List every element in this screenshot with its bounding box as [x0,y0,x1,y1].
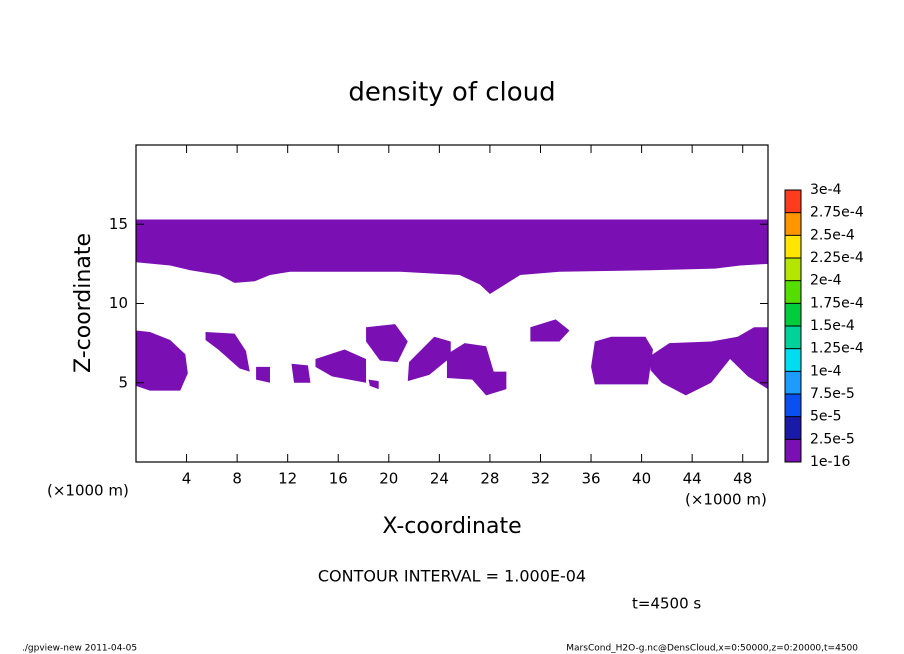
x-units-label: (×1000 m) [685,491,767,509]
x-tick-label: 12 [278,470,297,488]
footer-left: ./gpview-new 2011-04-05 [22,644,137,654]
colorbar-label: 2.25e-4 [810,250,864,266]
colorbar-label: 3e-4 [810,182,842,198]
x-tick-label: 20 [379,470,398,488]
colorbar-box [785,348,801,372]
x-tick-label: 48 [733,470,752,488]
x-tick-label: 36 [581,470,600,488]
colorbar-box [785,416,801,440]
colorbar-box [785,439,801,462]
cloud-region [446,343,507,396]
x-tick-label: 16 [329,470,348,488]
colorbar-label: 5e-5 [810,409,841,425]
cloud-region [205,332,250,372]
colorbar-label: 1e-4 [810,363,842,379]
y-tick-label: 5 [118,373,128,391]
colorbar-box [785,280,801,304]
x-tick-label: 4 [182,470,192,488]
colorbar-box [785,371,801,394]
x-tick-label: 24 [430,470,449,488]
contour-interval: CONTOUR INTERVAL = 1.000E-04 [318,567,586,586]
cloud-region [291,363,311,383]
footer-right: MarsCond_H2O-g.nc@DensCloud,x=0:50000,z=… [566,644,858,654]
colorbar-label: 1e-16 [810,454,850,470]
colorbar-label: 2.75e-4 [810,205,864,221]
colorbar-label: 1.5e-4 [810,318,855,334]
y-tick-label: 15 [109,215,128,233]
cloud-region [407,336,451,382]
x-axis-label: X-coordinate [382,514,521,539]
cloud-region [256,366,270,383]
colorbar-box [785,394,801,417]
colorbar-box [785,190,801,213]
cloud-region [136,330,188,391]
x-tick-label: 32 [531,470,550,488]
colorbar-label: 1.75e-4 [810,295,864,311]
colorbar-label: 2.5e-5 [810,431,855,447]
cloud-region [136,219,768,294]
colorbar-label: 7.5e-5 [810,386,855,402]
y-tick-label: 10 [109,294,128,312]
colorbar-label: 2e-4 [810,273,842,289]
colorbar-label: 2.5e-4 [810,227,855,243]
x-tick-label: 44 [683,470,702,488]
y-axis-label: Z-coordinate [71,233,96,373]
colorbar-box [785,212,801,236]
colorbar-box [785,326,801,349]
x-tick-label: 40 [632,470,651,488]
colorbar-box [785,235,801,258]
x-tick-label: 28 [480,470,499,488]
cloud-region [591,336,653,385]
colorbar-box [785,303,801,326]
colorbar-frame [784,189,802,463]
time-label: t=4500 s [632,595,701,613]
colorbar-box [785,258,801,281]
x-tick-label: 8 [232,470,242,488]
chart-title: density of cloud [348,78,555,108]
cloud-region [366,324,408,363]
plot-frame [135,144,769,463]
cloud-region [368,379,379,390]
cloud-region [530,319,570,342]
cloud-region [315,349,367,383]
cloud-region [650,327,768,396]
y-units-label: (×1000 m) [47,482,129,500]
colorbar-label: 1.25e-4 [810,341,864,357]
